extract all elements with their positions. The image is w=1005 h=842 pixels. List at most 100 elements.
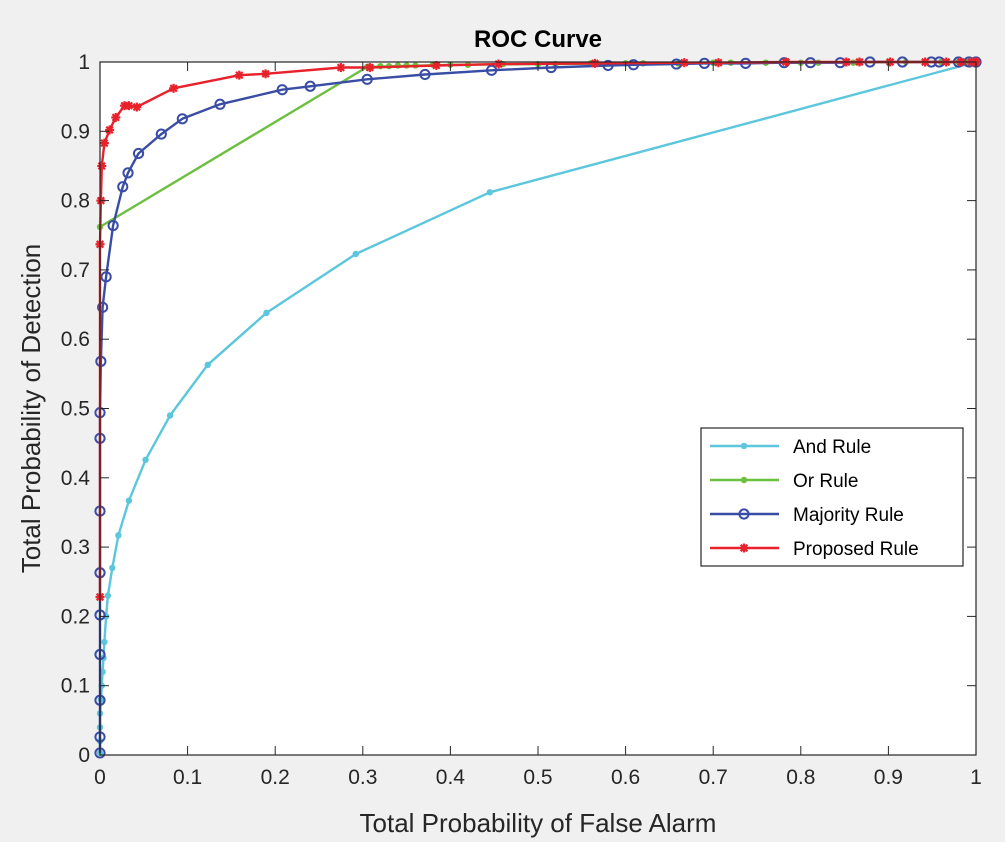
y-axis-label: Total Probability of Detection: [16, 244, 46, 574]
majority-rule-point: [97, 301, 109, 313]
and-rule-point: [352, 250, 359, 258]
x-axis-label: Total Probability of False Alarm: [360, 808, 717, 838]
legend-item-or-rule: Or Rule: [710, 471, 858, 492]
proposed-rule-point: [365, 63, 375, 73]
star-stroke: [100, 139, 109, 148]
star-stroke: [169, 84, 178, 93]
y-tick-label: 0.4: [61, 467, 91, 490]
majority-rule-point: [155, 128, 167, 140]
proposed-rule-point: [169, 83, 179, 93]
majority-rule-point: [670, 58, 683, 70]
y-tick-label: 0.7: [61, 259, 90, 282]
proposed-rule-point: [124, 101, 134, 111]
ticks-layer: 0 0.1 0.2 0.3 0.4 0.5 0.6 0.7 0.8 0.9 1 0 0.1 0.2 0.3 0…: [61, 51, 982, 789]
and-rule-point: [204, 361, 211, 369]
star-stroke: [432, 61, 441, 70]
and-rule-point: [101, 638, 108, 646]
legend-swatch-marker: [738, 508, 750, 520]
proposed-rule-point: [132, 102, 142, 112]
proposed-rule-point: [679, 58, 689, 68]
majority-rule-point: [304, 80, 316, 92]
proposed-rule-point: [336, 63, 346, 73]
y-tick-label: 0.6: [61, 328, 90, 351]
star-stroke: [261, 69, 270, 78]
star-stroke: [235, 71, 244, 80]
star-stroke: [336, 63, 345, 72]
majority-rule-point: [602, 59, 614, 72]
proposed-rule-point: [111, 112, 121, 122]
majority-rule-point: [132, 147, 145, 160]
and-rule-point: [263, 309, 270, 317]
legend-label: Majority Rule: [793, 505, 904, 526]
legend-items: And Rule Or Rule Majority Rule Proposed Rul…: [710, 437, 919, 560]
legend-label: And Rule: [793, 437, 871, 458]
y-tick-label: 0.1: [61, 675, 90, 698]
star-stroke: [105, 125, 114, 134]
x-tick-label: 0.4: [436, 766, 466, 789]
star-stroke: [680, 58, 689, 67]
majority-rule-point: [485, 64, 498, 76]
star-stroke: [132, 102, 141, 112]
star-stroke: [124, 101, 133, 110]
proposed-rule-point: [99, 138, 109, 148]
proposed-rule-point: [590, 58, 600, 68]
chart-title: ROC Curve: [474, 26, 602, 53]
x-tick-label: 0.3: [348, 766, 377, 789]
star-stroke: [111, 113, 120, 122]
legend-swatch-marker: [740, 442, 748, 450]
legend-swatch-marker: [740, 476, 748, 484]
legend-item-majority-rule: Majority Rule: [710, 505, 904, 526]
majority-rule-point: [361, 73, 373, 85]
and-rule-point: [166, 412, 174, 419]
majority-rule-point: [627, 59, 640, 71]
legend-label: Proposed Rule: [793, 539, 919, 560]
y-tick-label: 0.5: [61, 398, 90, 421]
y-tick-label: 0.2: [61, 605, 90, 628]
and-rule-point: [486, 189, 494, 196]
legend-item-proposed-rule: Proposed Rule: [710, 539, 919, 560]
and-rule-point: [104, 592, 112, 599]
majority-rule-point: [122, 167, 134, 179]
x-tick-label: 0.5: [523, 766, 552, 789]
star-stroke: [365, 63, 374, 72]
x-tick-label: 0: [94, 766, 106, 789]
and-rule-point: [142, 456, 149, 463]
majority-rule-point: [107, 219, 119, 232]
legend-item-and-rule: And Rule: [710, 437, 871, 458]
legend-label: Or Rule: [793, 471, 858, 492]
majority-rule-point: [419, 68, 431, 81]
x-tick-label: 0.2: [261, 766, 290, 789]
star-stroke: [590, 59, 600, 68]
proposed-rule-point: [494, 59, 504, 69]
proposed-rule-point: [105, 125, 115, 135]
majority-rule-point: [276, 84, 288, 96]
and-rule-point: [115, 532, 122, 539]
proposed-rule-point: [97, 161, 107, 171]
y-tick-label: 0: [78, 744, 90, 767]
star-stroke: [739, 543, 749, 553]
majority-rule-point: [100, 271, 112, 283]
x-tick-label: 0.1: [173, 766, 202, 789]
x-tick-label: 1: [970, 766, 982, 789]
axes-background: [100, 62, 976, 755]
y-tick-label: 0.9: [61, 120, 90, 143]
and-rule-point: [125, 497, 133, 504]
y-tick-label: 0.8: [61, 190, 90, 213]
star-stroke: [714, 58, 723, 67]
majority-rule-point: [214, 98, 226, 110]
proposed-rule-point: [261, 69, 271, 79]
y-tick-label: 0.3: [61, 536, 90, 559]
proposed-rule-point: [234, 70, 244, 80]
proposed-rule-point: [713, 58, 723, 68]
x-tick-label: 0.7: [699, 766, 728, 789]
legend-box: [700, 427, 964, 567]
x-tick-label: 0.8: [786, 766, 815, 789]
and-rule-point: [109, 564, 116, 572]
majority-rule-point: [176, 113, 188, 125]
legend-swatch-marker: [739, 543, 749, 553]
legend: And Rule Or Rule Majority Rule Proposed Rul…: [700, 427, 964, 567]
x-tick-label: 0.9: [874, 766, 903, 789]
y-tick-label: 1: [78, 51, 90, 74]
majority-rule-point: [117, 181, 129, 193]
